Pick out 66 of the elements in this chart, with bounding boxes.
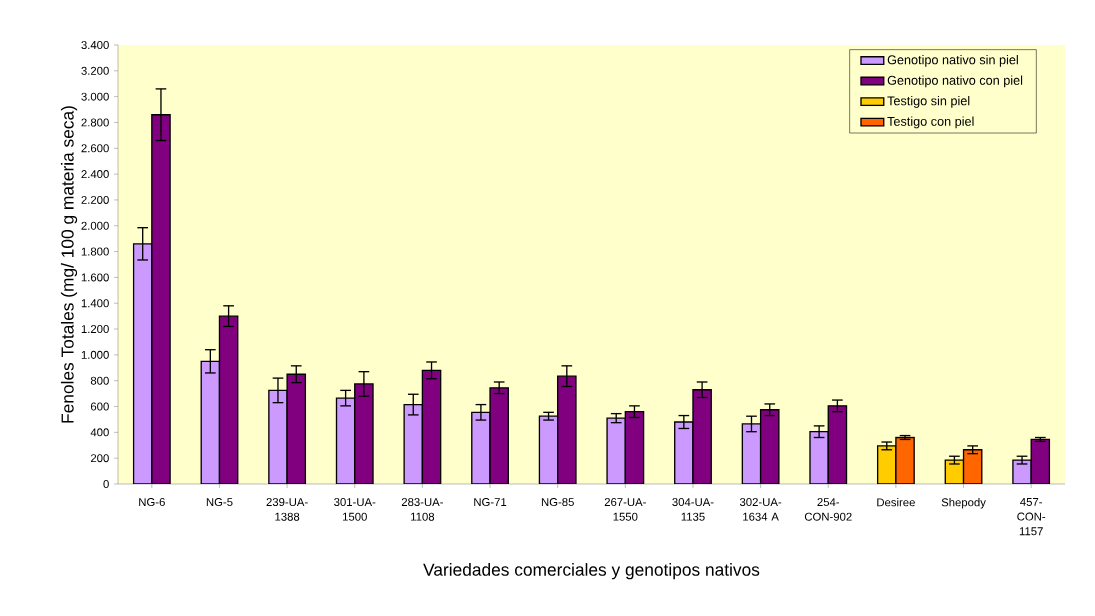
x-tick-label: NG-5: [206, 498, 233, 507]
bar: [606, 417, 626, 484]
y-tick-label: 3.400: [81, 40, 109, 49]
y-tick-label: 1.000: [81, 350, 109, 359]
bar: [624, 411, 645, 484]
x-tick-label: Desiree: [877, 498, 915, 507]
bar: [268, 389, 288, 484]
bar: [538, 415, 559, 484]
y-tick-label: 2.800: [81, 118, 109, 127]
x-tick-label: NG-6: [139, 498, 165, 507]
x-tick-label: 301-UA-1500: [334, 498, 376, 521]
x-tick-label: NG-71: [474, 498, 507, 507]
bar: [759, 409, 780, 484]
x-tick-label: 302-UA-1634 A: [739, 498, 782, 521]
bar: [741, 423, 762, 484]
bar: [1012, 459, 1032, 484]
legend-label: Genotipo nativo sin piel: [887, 54, 1018, 67]
bar: [827, 405, 848, 484]
x-tick-label: 304-UA-1135: [672, 498, 714, 521]
y-tick-label: 3.000: [81, 92, 109, 101]
y-tick-label: 200: [90, 454, 109, 463]
y-tick-label: 600: [90, 402, 109, 411]
x-tick-label: NG-85: [541, 498, 574, 507]
bar: [354, 383, 374, 484]
y-tick-label: 2.200: [81, 195, 109, 204]
bar: [218, 315, 239, 484]
bar: [286, 373, 307, 484]
bar: [421, 369, 442, 484]
bar: [151, 114, 171, 484]
y-tick-label: 2.000: [81, 221, 109, 230]
bar: [962, 449, 983, 484]
y-tick-label: 2.400: [81, 170, 109, 179]
bar: [809, 431, 829, 484]
legend-label: Testigo sin piel: [887, 96, 970, 108]
bar: [471, 411, 491, 484]
legend-label: Genotipo nativo con piel: [887, 75, 1023, 88]
y-tick-label: 3.200: [81, 66, 109, 75]
x-tick-label: 457-CON-1157: [1017, 498, 1046, 536]
x-tick-label: 239-UA-1388: [266, 498, 308, 521]
x-tick-label: Shepody: [941, 498, 986, 509]
y-tick-label: 800: [90, 376, 109, 385]
bar: [335, 397, 356, 484]
bar: [557, 375, 577, 484]
y-axis-title: Fenoles Totales (mg/ 100 g materia seca): [60, 106, 78, 423]
bar: [944, 459, 965, 484]
y-tick-label: 0: [103, 479, 109, 488]
bar: [403, 403, 424, 484]
y-tick-label: 2.600: [81, 144, 109, 153]
x-tick-label: 267-UA-1550: [604, 498, 646, 521]
y-tick-label: 1.800: [81, 247, 109, 256]
bar: [132, 243, 153, 484]
x-tick-label: 283-UA-1108: [401, 498, 443, 521]
legend-label: Testigo con piel: [887, 116, 974, 129]
bar: [489, 387, 509, 484]
bar: [674, 421, 694, 484]
x-tick-label: 254-CON-902: [804, 498, 852, 521]
y-tick-label: 1.200: [81, 325, 109, 334]
y-tick-label: 1.400: [81, 299, 109, 308]
x-axis-title: Variedades comerciales y genotipos nativos: [423, 563, 760, 580]
bar: [876, 445, 897, 484]
bar: [1030, 438, 1051, 484]
bar: [895, 436, 915, 484]
bar: [692, 389, 712, 484]
y-tick-label: 400: [90, 428, 109, 437]
bar: [200, 360, 221, 484]
y-tick-label: 1.600: [81, 273, 109, 282]
